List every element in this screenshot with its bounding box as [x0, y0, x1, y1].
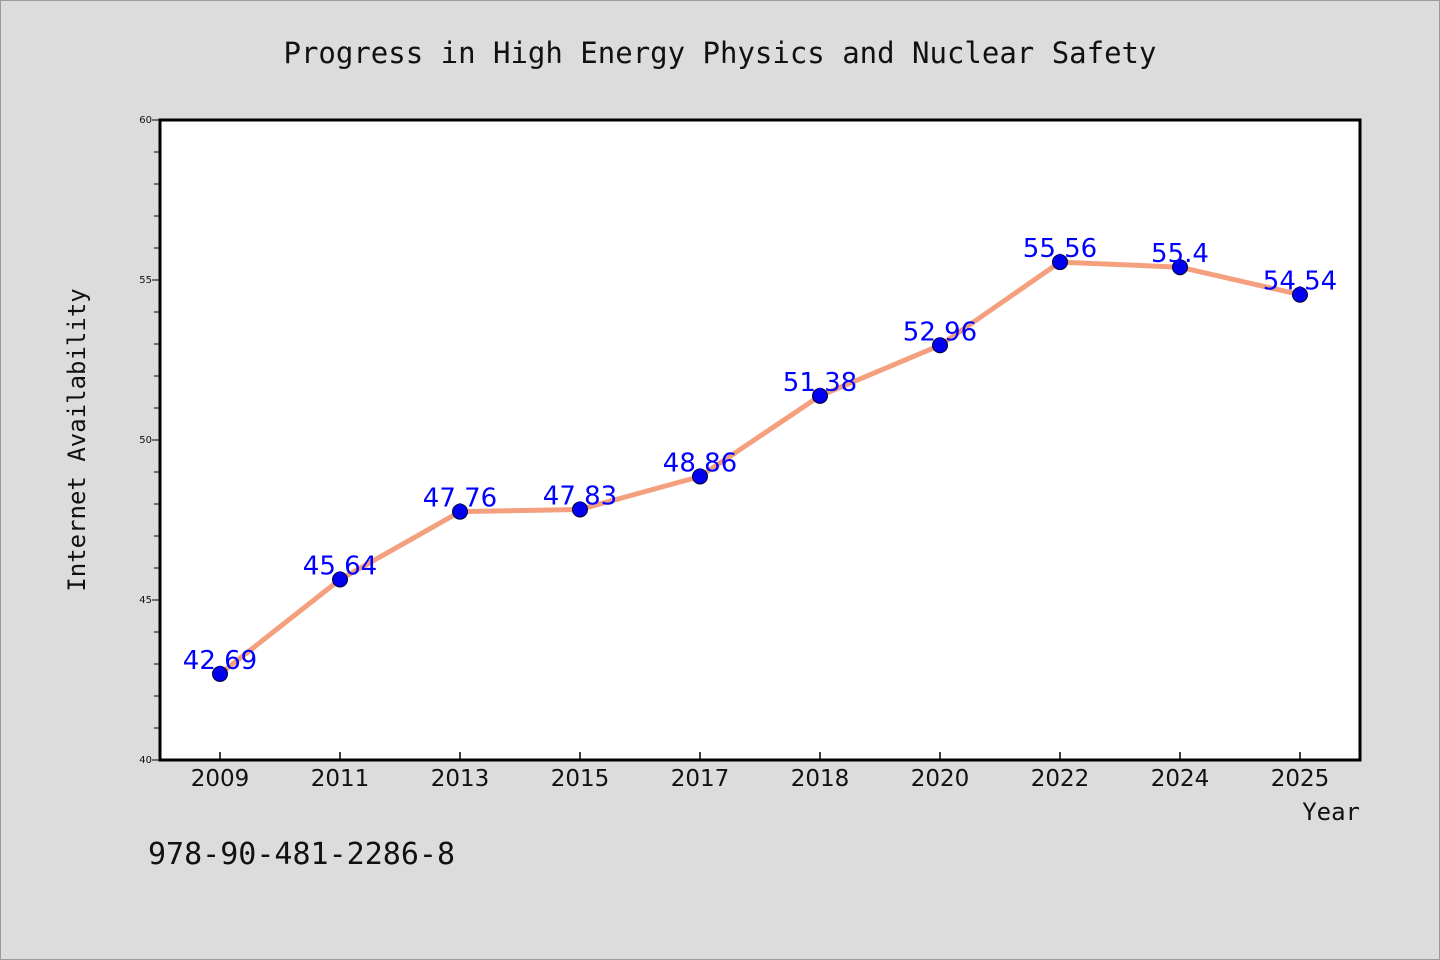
y-tick-label: 55 — [139, 275, 152, 286]
data-label: 48.86 — [663, 448, 737, 478]
x-tick-label: 2024 — [1151, 766, 1210, 792]
data-label: 51.38 — [783, 368, 857, 398]
y-tick-label: 45 — [139, 595, 152, 606]
x-tick-label: 2018 — [791, 766, 850, 792]
data-label: 45.64 — [303, 552, 377, 582]
y-axis-label: Internet Availability — [63, 288, 91, 591]
series-line — [217, 259, 1303, 677]
x-tick-label: 2017 — [671, 766, 730, 792]
chart-title: Progress in High Energy Physics and Nucl… — [284, 36, 1157, 70]
y-axis-ticks: 40 45 50 55 60 — [139, 115, 160, 766]
x-tick-label: 2020 — [911, 766, 970, 792]
data-point — [1292, 286, 1308, 303]
x-tick-label: 2009 — [191, 766, 250, 792]
x-tick-label: 2022 — [1031, 766, 1090, 792]
series-layer: 42.69 45.64 47.76 47.83 48.86 51.38 52.96 55.56… — [183, 234, 1337, 682]
data-label: 54.54 — [1263, 267, 1337, 297]
x-tick-label: 2011 — [311, 766, 370, 792]
data-point — [1172, 259, 1188, 276]
x-tick-label: 2025 — [1271, 766, 1330, 792]
data-label: 52.96 — [903, 317, 977, 347]
data-point — [212, 665, 228, 682]
x-tick-label: 2013 — [431, 766, 490, 792]
data-point — [572, 501, 588, 518]
data-label: 47.83 — [543, 481, 617, 511]
data-label: 55.4 — [1151, 239, 1209, 269]
data-point — [452, 503, 468, 520]
footer-isbn: 978-90-481-2286-8 — [148, 837, 455, 872]
plot-area — [158, 118, 1362, 762]
y-tick-label: 60 — [139, 115, 152, 126]
x-tick-label: 2015 — [551, 766, 610, 792]
x-axis-label: Year — [1302, 798, 1360, 826]
data-point — [1052, 254, 1068, 271]
data-label: 42.69 — [183, 646, 257, 676]
data-point — [692, 468, 708, 485]
data-label: 47.76 — [423, 484, 497, 514]
data-point — [332, 571, 348, 588]
y-tick-label: 40 — [139, 755, 152, 766]
y-tick-label: 50 — [139, 435, 152, 446]
x-axis-ticks: 2009 2011 2013 2015 2017 2018 2020 2022 2024 2025 — [191, 752, 1330, 792]
data-point — [932, 337, 948, 354]
data-point — [812, 387, 828, 404]
data-label: 55.56 — [1023, 234, 1097, 264]
